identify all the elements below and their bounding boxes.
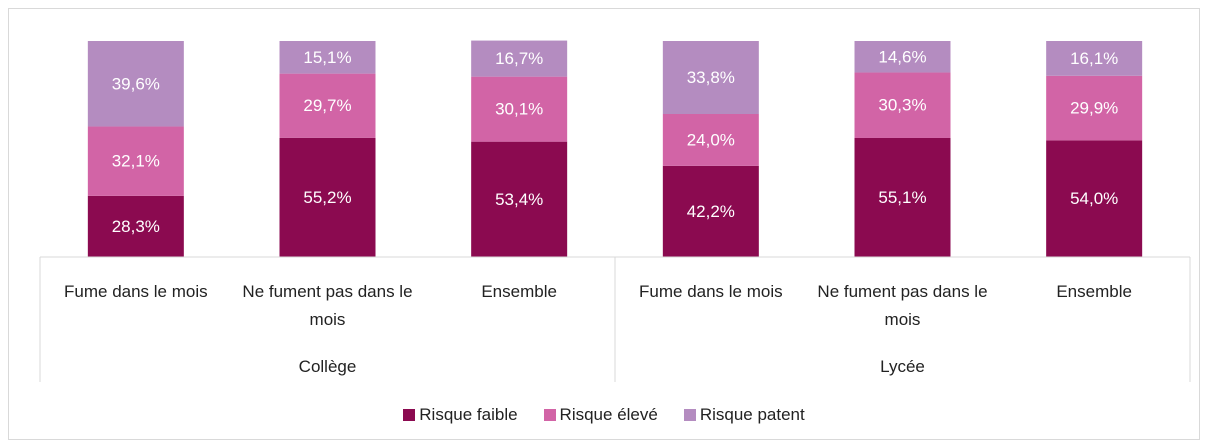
bar-segment (279, 137, 376, 257)
bar-segment (854, 41, 951, 73)
bar-segment (471, 40, 568, 77)
data-label: 16,7% (495, 49, 543, 68)
group-label: Collège (298, 357, 357, 376)
group-label: Lycée (880, 357, 925, 376)
x-tick-label: Ensemble (481, 282, 557, 301)
bar-segment (279, 41, 376, 74)
legend-label: Risque patent (699, 405, 805, 424)
data-label: 29,9% (1070, 99, 1118, 118)
legend-item: Risque élevé (543, 405, 658, 425)
data-label: 32,1% (112, 152, 160, 171)
data-label: 55,1% (878, 188, 926, 207)
data-label: 29,7% (303, 96, 351, 115)
bar-segment (471, 141, 568, 257)
legend-item: Risque patent (683, 405, 805, 425)
bar-segment (1046, 75, 1143, 141)
legend-swatch (683, 409, 696, 421)
legend-label: Risque faible (419, 405, 518, 424)
data-label: 30,3% (878, 96, 926, 115)
x-tick-label: Fume dans le mois (64, 282, 208, 301)
data-label: 53,4% (495, 190, 543, 209)
legend: Risque faible Risque élevé Risque patent (0, 405, 1208, 425)
bar-segment (662, 41, 759, 115)
bar-segment (87, 195, 184, 257)
bar-segment (1046, 41, 1143, 76)
chart-border (8, 8, 1200, 440)
data-label: 28,3% (112, 217, 160, 236)
x-tick-label: Ne fument pas dans le mois (817, 282, 988, 329)
bar-segment (87, 41, 184, 127)
data-label: 30,1% (495, 100, 543, 119)
bar-segment (87, 126, 184, 196)
bar-segment (471, 76, 568, 142)
bar-segment (854, 72, 951, 138)
x-tick-label: Ensemble (1056, 282, 1132, 301)
data-label: 54,0% (1070, 189, 1118, 208)
data-label: 39,6% (112, 74, 160, 93)
legend-swatch (403, 409, 416, 421)
data-label: 16,1% (1070, 49, 1118, 68)
legend-swatch (543, 409, 556, 421)
bar-segment (662, 165, 759, 257)
data-label: 15,1% (303, 48, 351, 67)
data-label: 33,8% (687, 68, 735, 87)
data-label: 24,0% (687, 130, 735, 149)
bar-segment (662, 114, 759, 166)
x-tick-label: Fume dans le mois (639, 282, 783, 301)
x-tick-label: Ne fument pas dans le mois (242, 282, 413, 329)
bar-segment (1046, 140, 1143, 257)
bar-segment (854, 137, 951, 257)
data-label: 55,2% (303, 188, 351, 207)
bar-segment (279, 73, 376, 138)
data-label: 14,6% (878, 47, 926, 66)
legend-label: Risque élevé (559, 405, 658, 424)
legend-item: Risque faible (403, 405, 518, 425)
data-label: 42,2% (687, 202, 735, 221)
